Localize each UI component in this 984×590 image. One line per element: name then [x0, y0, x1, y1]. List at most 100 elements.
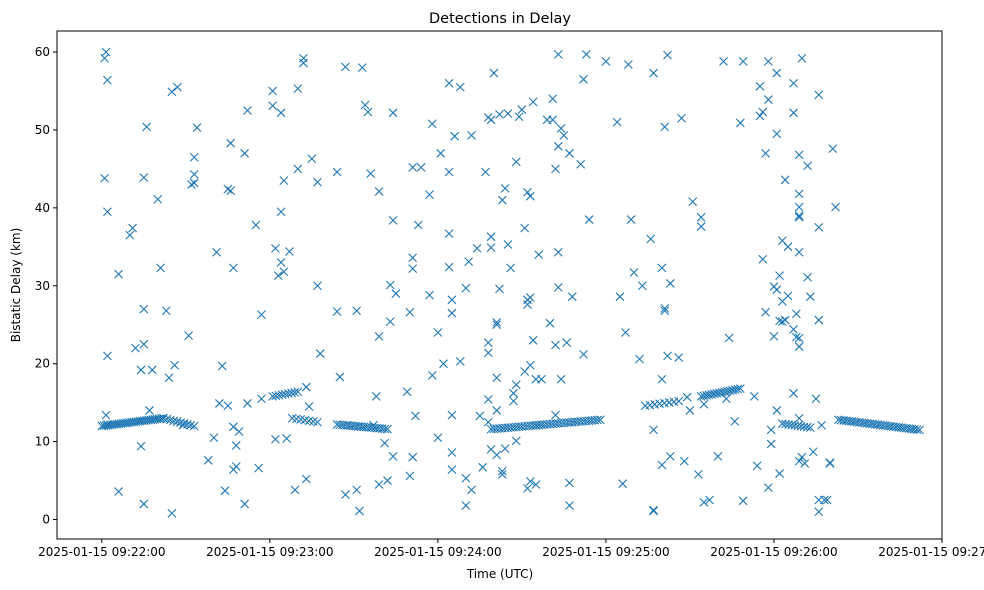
y-axis: 0 10 20 30 40 50 60: [35, 45, 57, 527]
data-point: [335, 372, 345, 382]
data-point: [388, 108, 398, 118]
data-point: [735, 384, 745, 394]
data-point: [483, 338, 493, 348]
data-point: [712, 388, 722, 398]
data-point: [814, 222, 824, 232]
data-point: [789, 108, 798, 118]
data-point: [789, 325, 798, 334]
data-point: [769, 332, 779, 341]
data-point: [411, 411, 420, 421]
data-point: [114, 487, 124, 496]
plot-area: [56, 30, 943, 540]
data-point: [385, 280, 395, 290]
data-point: [717, 387, 727, 397]
data-point: [699, 497, 709, 507]
data-point: [696, 392, 706, 401]
data-point: [293, 164, 303, 174]
data-point: [783, 242, 793, 252]
data-point: [128, 223, 138, 233]
data-point: [433, 433, 443, 443]
data-point: [405, 307, 415, 317]
data-point: [749, 392, 759, 401]
data-point: [802, 422, 812, 432]
data-point: [167, 508, 177, 518]
data-point: [777, 317, 787, 327]
data-point: [360, 100, 370, 110]
data-point: [761, 148, 770, 158]
data-point: [657, 460, 667, 470]
data-point: [313, 417, 322, 427]
data-point: [254, 463, 264, 473]
data-point: [229, 422, 238, 432]
data-point: [660, 306, 670, 316]
data-point: [593, 415, 602, 425]
data-point: [189, 178, 199, 188]
data-point: [223, 401, 233, 411]
data-point: [595, 415, 605, 425]
data-point: [794, 456, 804, 466]
data-point: [212, 247, 222, 257]
data-point: [719, 56, 728, 66]
y-tick-label: 20: [35, 357, 50, 371]
data-point: [290, 485, 300, 495]
data-point: [674, 396, 684, 406]
data-point: [383, 476, 392, 485]
data-point: [226, 186, 236, 196]
data-point: [425, 190, 434, 200]
data-point: [366, 169, 376, 178]
data-point: [551, 164, 560, 174]
data-point: [755, 81, 765, 91]
data-point: [293, 387, 303, 397]
data-point: [313, 281, 322, 291]
data-point: [101, 47, 111, 57]
data-point: [405, 471, 415, 481]
data-point: [315, 349, 325, 358]
data-point: [738, 56, 748, 66]
data-point: [500, 183, 510, 193]
data-point: [374, 187, 384, 196]
data-point: [763, 56, 773, 66]
data-point: [915, 425, 924, 435]
data-point: [139, 339, 149, 349]
data-point: [581, 49, 591, 59]
data-point: [131, 343, 140, 353]
data-point: [579, 74, 588, 84]
data-point: [556, 124, 566, 133]
data-point: [467, 131, 476, 140]
data-point: [565, 478, 574, 488]
data-point: [556, 374, 566, 384]
data-point: [425, 290, 434, 300]
data-point: [257, 310, 266, 319]
data-point: [523, 300, 532, 309]
data-point: [701, 390, 711, 400]
data-point: [514, 112, 524, 122]
data-point: [805, 292, 815, 302]
data-point: [520, 223, 530, 233]
data-point: [215, 399, 224, 408]
data-point: [374, 332, 384, 341]
data-point: [172, 417, 182, 427]
x-tick-label: 2025-01-15 09:27:00: [878, 545, 984, 559]
data-point: [100, 173, 109, 183]
data-point: [517, 105, 527, 115]
data-point: [615, 292, 625, 302]
data-point: [646, 234, 656, 244]
data-point: [553, 282, 563, 292]
data-point: [503, 109, 513, 118]
data-point: [803, 272, 812, 282]
data-point: [679, 456, 689, 466]
data-point: [363, 107, 373, 117]
data-point: [735, 118, 745, 128]
data-point: [528, 97, 538, 107]
data-point: [912, 425, 922, 434]
data-point: [483, 417, 493, 427]
data-point: [416, 162, 426, 172]
data-point: [794, 333, 804, 343]
data-point: [240, 148, 250, 158]
data-point: [444, 229, 454, 238]
data-point: [383, 424, 392, 434]
data-point: [439, 359, 448, 369]
data-point: [271, 243, 280, 253]
data-point: [461, 473, 471, 483]
data-point: [467, 485, 476, 495]
